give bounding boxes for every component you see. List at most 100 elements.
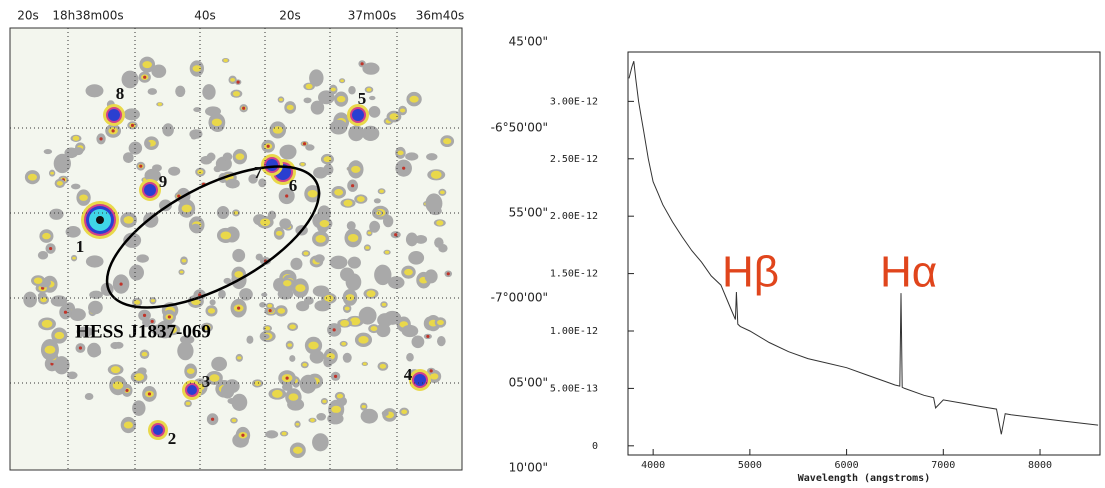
- dec-tick-label: 05'00": [509, 376, 548, 390]
- x-tick-label: 4000: [641, 460, 665, 471]
- noise-blob: [162, 123, 174, 137]
- noise-blob: [239, 288, 253, 301]
- noise-blob: [345, 273, 362, 291]
- noise-blob: [227, 398, 237, 405]
- noise-blob: [198, 293, 202, 297]
- noise-blob: [283, 280, 292, 287]
- noise-blob: [348, 125, 365, 142]
- noise-blob: [346, 221, 356, 231]
- noise-blob: [296, 301, 310, 312]
- noise-blob: [237, 356, 242, 360]
- noise-blob: [223, 58, 228, 63]
- noise-blob: [381, 410, 389, 417]
- noise-blob: [232, 91, 240, 97]
- noise-blob: [144, 168, 161, 183]
- noise-blob: [333, 374, 338, 378]
- source-blob: [96, 216, 104, 224]
- noise-blob: [225, 178, 240, 189]
- noise-blob: [177, 341, 194, 361]
- noise-blob: [99, 137, 103, 141]
- noise-blob: [210, 417, 215, 421]
- noise-blob: [318, 90, 335, 105]
- noise-blob: [267, 303, 273, 308]
- noise-blob: [265, 430, 279, 439]
- ra-tick-label: 18h38m00s: [52, 9, 123, 23]
- noise-blob: [79, 194, 88, 201]
- noise-blob: [44, 345, 56, 354]
- noise-blob: [23, 291, 37, 308]
- noise-blob: [142, 313, 147, 317]
- noise-blob: [27, 173, 37, 181]
- noise-blob: [40, 297, 47, 303]
- y-tick-label: 0: [592, 441, 598, 452]
- noise-blob: [128, 264, 144, 281]
- source-label: 2: [168, 429, 177, 448]
- source-label: 8: [116, 84, 125, 103]
- noise-blob: [286, 104, 294, 111]
- noise-blob: [312, 285, 330, 297]
- noise-blob: [281, 431, 287, 436]
- noise-blob: [351, 165, 361, 173]
- ra-tick-label: 36m40s: [416, 9, 464, 23]
- noise-blob: [324, 294, 334, 302]
- noise-blob: [207, 308, 216, 314]
- line-annotation: Hβ: [722, 248, 779, 297]
- noise-blob: [42, 232, 51, 240]
- noise-blob: [218, 289, 226, 299]
- noise-blob: [366, 290, 376, 298]
- noise-blob: [78, 346, 83, 350]
- source-label: 7: [254, 163, 263, 182]
- noise-blob: [54, 331, 65, 340]
- noise-blob: [344, 306, 350, 311]
- noise-blob: [362, 362, 367, 366]
- noise-blob: [405, 152, 419, 161]
- hess-ellipse: [105, 165, 321, 309]
- noise-blob: [331, 405, 342, 414]
- noise-blob: [316, 412, 327, 421]
- noise-blob: [285, 376, 289, 380]
- source-label: 9: [159, 172, 168, 191]
- y-tick-label: 1.00E-12: [550, 326, 598, 337]
- noise-blob: [63, 310, 68, 314]
- noise-blob: [424, 269, 438, 284]
- noise-blob: [53, 153, 71, 174]
- noise-blob: [70, 183, 81, 190]
- noise-blob: [436, 336, 446, 347]
- source-blob: [352, 109, 364, 121]
- noise-blob: [310, 100, 325, 115]
- noise-blob: [222, 152, 233, 161]
- noise-blob: [374, 264, 392, 286]
- noise-blob: [408, 251, 425, 265]
- noise-blob: [195, 129, 202, 135]
- noise-blob: [327, 412, 344, 425]
- noise-blob: [279, 218, 292, 230]
- y-tick-label: 1.50E-12: [550, 269, 598, 280]
- noise-blob: [49, 246, 53, 251]
- x-tick-label: 7000: [931, 460, 955, 471]
- noise-blob: [446, 272, 450, 276]
- noise-blob: [232, 248, 246, 263]
- noise-blob: [72, 135, 80, 141]
- source-blob: [266, 159, 278, 171]
- noise-blob: [361, 404, 366, 409]
- noise-blob: [211, 118, 222, 127]
- noise-blob: [404, 268, 413, 276]
- source-label: 1: [76, 237, 85, 256]
- dec-tick-label: -7°00'00": [491, 291, 548, 305]
- noise-blob: [190, 223, 201, 233]
- noise-blob: [143, 75, 147, 79]
- y-tick-label: 2.50E-12: [550, 154, 598, 165]
- noise-blob: [303, 251, 309, 256]
- dec-tick-label: 55'00": [509, 206, 548, 220]
- noise-blob: [150, 319, 154, 324]
- spectrum-frame: [627, 51, 1101, 456]
- noise-blob: [302, 142, 307, 146]
- noise-blob: [409, 95, 419, 103]
- noise-blob: [414, 235, 428, 244]
- noise-blob: [224, 379, 240, 394]
- noise-blob: [241, 433, 245, 437]
- ra-tick-label: 20s: [279, 9, 301, 23]
- x-axis-label: Wavelength (angstroms): [798, 473, 930, 484]
- noise-blob: [264, 326, 271, 331]
- noise-blob: [425, 193, 443, 214]
